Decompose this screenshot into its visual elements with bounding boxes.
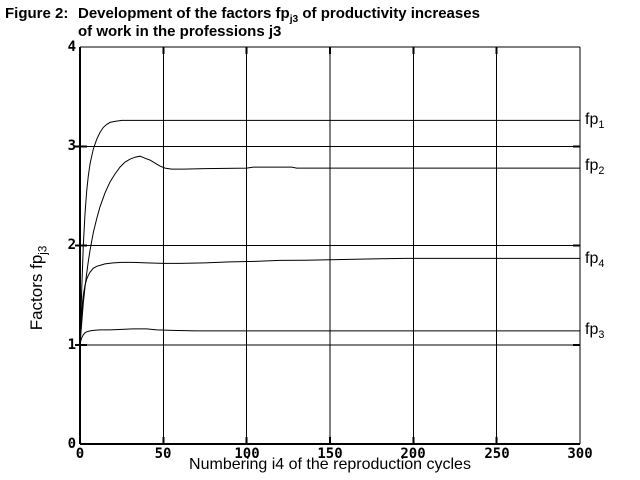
- curve-label-fp1: fp1: [585, 111, 604, 134]
- curve-label-fp4-sub: 4: [598, 258, 605, 271]
- curve-fp3: [79, 328, 580, 345]
- y-tick-label-2: 2: [67, 237, 76, 253]
- chart-title-line1: Development of the factors fpj3 of produ…: [78, 5, 480, 25]
- title-subscript: j3: [289, 14, 299, 25]
- x-tick-label-300: 300: [567, 446, 593, 462]
- curve-label-fp1-sub: 1: [598, 119, 605, 132]
- curve-label-fp2-sub: 2: [598, 165, 605, 178]
- curve-label-fp4: fp4: [585, 250, 604, 273]
- x-tick-label-200: 200: [400, 446, 426, 462]
- chart-title-line2: of work in the professions j3: [78, 23, 282, 40]
- curve-label-fp3-sub: 3: [598, 329, 605, 342]
- y-axis-label-text: Factors fp: [27, 254, 46, 331]
- curve-fp1: [79, 119, 580, 345]
- title-text-post: of productivity increases: [298, 5, 480, 22]
- x-tick-label-250: 250: [484, 446, 510, 462]
- x-tick-label-100: 100: [234, 446, 260, 462]
- curve-label-fp2-base: fp: [585, 157, 599, 175]
- y-axis-label: Factors fpj3: [27, 223, 50, 353]
- x-tick-label-0: 0: [75, 446, 85, 462]
- y-tick-label-1: 1: [67, 337, 76, 353]
- y-axis-label-subscript: j3: [37, 245, 50, 255]
- curve-label-fp4-base: fp: [585, 250, 599, 268]
- title-text-pre: Development of the factors fp: [78, 5, 290, 22]
- curve-label-fp1-base: fp: [585, 111, 599, 129]
- curve-label-fp2: fp2: [585, 157, 604, 180]
- y-tick-label-3: 3: [67, 138, 76, 154]
- x-tick-label-50: 50: [154, 446, 172, 462]
- curve-label-fp3-base: fp: [585, 320, 599, 338]
- curve-label-fp3: fp3: [585, 321, 604, 344]
- curve-fp4: [79, 257, 580, 345]
- x-axis-label: Numbering i4 of the reproduction cycles: [189, 456, 471, 473]
- x-tick-label-150: 150: [317, 446, 343, 462]
- y-tick-label-4: 4: [67, 39, 76, 55]
- curve-fp2: [79, 155, 580, 345]
- y-tick-label-0: 0: [67, 436, 76, 452]
- figure-label: Figure 2:: [5, 5, 69, 22]
